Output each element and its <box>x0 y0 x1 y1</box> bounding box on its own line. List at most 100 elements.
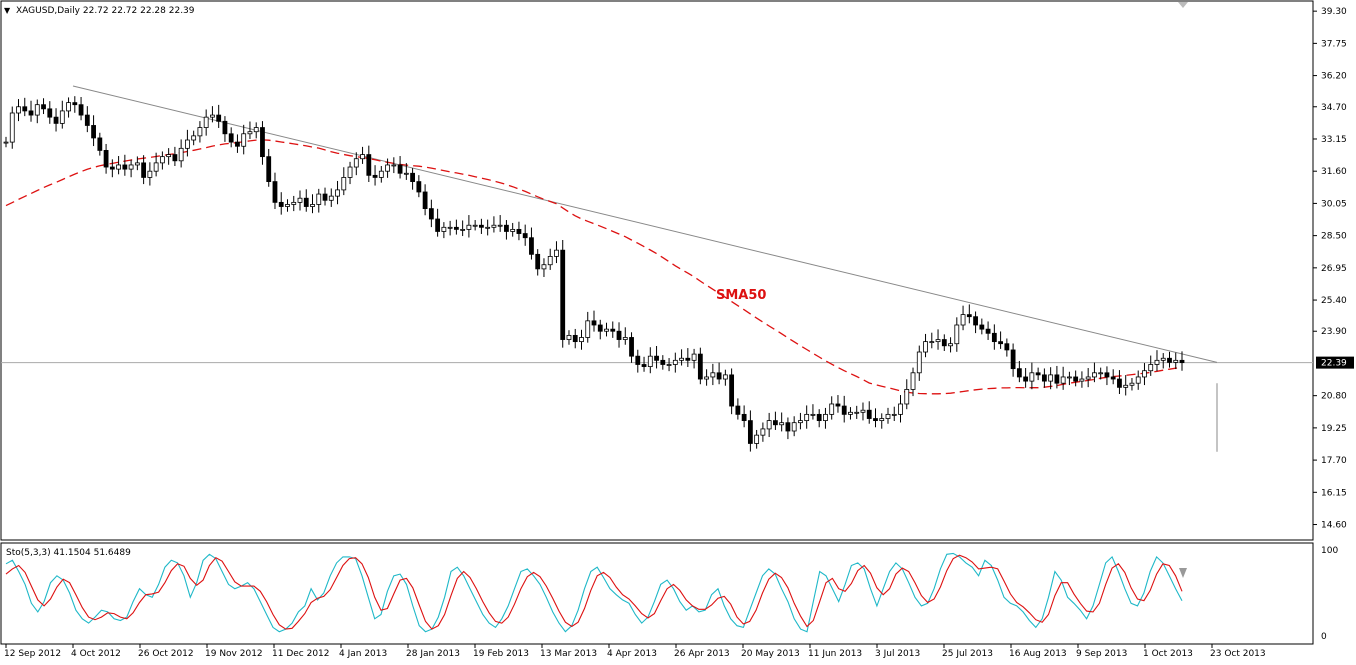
x-tick-label: 4 Apr 2013 <box>607 649 657 659</box>
x-tick-label: 12 Sep 2012 <box>4 649 61 659</box>
price-bar-body <box>479 224 484 228</box>
price-bar <box>53 108 59 132</box>
price-bar <box>1073 370 1079 387</box>
y-tick-label: 39.30 <box>1321 7 1347 17</box>
price-bar <box>297 190 303 211</box>
x-tick-label: 16 Aug 2013 <box>1009 649 1067 659</box>
price-bar <box>641 356 647 372</box>
y-tick-label: 33.15 <box>1321 135 1347 145</box>
price-bar <box>1023 368 1029 388</box>
price-bar-body <box>159 156 165 164</box>
price-bar <box>91 115 96 147</box>
price-bar <box>1179 351 1185 371</box>
price-bar-body <box>647 355 653 367</box>
price-bar-body <box>685 357 691 361</box>
main-layer <box>1 85 1313 452</box>
price-bar <box>66 97 71 118</box>
price-bar <box>791 416 797 437</box>
price-bar-body <box>697 353 703 380</box>
price-bar-body <box>128 164 134 170</box>
price-bar-body <box>191 135 197 141</box>
price-bar-body <box>116 164 121 170</box>
price-bar-body <box>1060 376 1066 384</box>
price-bar <box>303 189 309 212</box>
price-bar-body <box>1023 376 1029 382</box>
price-bar <box>566 330 572 345</box>
chart-menu-arrow-icon[interactable]: ▼ <box>4 6 11 15</box>
price-bar <box>497 215 503 232</box>
price-bar <box>929 332 935 349</box>
stochastic-signal-line <box>5 554 1183 630</box>
price-bar <box>216 104 222 128</box>
price-bar-body <box>710 372 716 378</box>
price-bar <box>560 239 566 348</box>
price-bar <box>985 321 991 340</box>
price-bar <box>798 412 803 430</box>
price-bar <box>722 369 728 386</box>
price-bar <box>141 155 147 185</box>
price-bar-body <box>554 249 559 257</box>
price-bar-body <box>848 411 853 415</box>
price-bar-body <box>1067 376 1072 379</box>
price-bar-body <box>1160 357 1166 361</box>
current-price-marker <box>1316 356 1354 369</box>
price-bar <box>360 146 365 164</box>
price-bar <box>979 318 985 335</box>
price-bar <box>966 304 972 324</box>
price-bar <box>622 327 628 345</box>
price-bar <box>804 405 810 429</box>
price-bar-body <box>560 249 566 340</box>
price-bar-body <box>22 106 28 112</box>
price-bar <box>147 162 153 186</box>
price-bar-body <box>497 224 503 227</box>
price-bar-body <box>991 332 997 343</box>
y-tick-label: 26.95 <box>1321 264 1347 274</box>
y-tick-label: 25.40 <box>1321 296 1347 306</box>
stochastic-main-line <box>5 552 1183 633</box>
price-bar-body <box>328 195 334 201</box>
stochastic-header: Sto(5,3,3) 41.1504 51.6489 <box>6 548 131 558</box>
price-bar-body <box>935 339 941 343</box>
price-bar-body <box>472 224 478 227</box>
price-bar-body <box>222 120 228 135</box>
price-bar-body <box>816 413 822 422</box>
price-bar-body <box>810 413 816 416</box>
price-bar <box>504 220 509 240</box>
price-bar <box>222 116 228 142</box>
price-bar <box>597 319 603 340</box>
price-bar-body <box>385 164 390 172</box>
price-bar-body <box>904 389 910 405</box>
price-bar-body <box>829 403 835 415</box>
price-bar <box>735 398 741 420</box>
x-tick-label: 9 Sep 2013 <box>1076 649 1127 659</box>
price-bar <box>841 395 847 423</box>
price-bar-body <box>72 102 78 106</box>
x-tick-label: 4 Oct 2012 <box>71 649 121 659</box>
price-bar <box>491 216 497 233</box>
price-bar <box>28 100 34 122</box>
y-tick-label: 20.80 <box>1321 392 1347 402</box>
price-bar <box>1104 366 1110 386</box>
price-bar <box>134 156 140 171</box>
stochastic-layer <box>5 552 1183 633</box>
price-bar-body <box>41 104 46 110</box>
price-bar-body <box>791 422 797 432</box>
x-tick-label: 19 Nov 2012 <box>205 649 263 659</box>
price-bar <box>34 99 40 124</box>
price-bar <box>328 188 334 207</box>
price-bar-body <box>522 233 528 239</box>
price-bar-body <box>1035 372 1041 376</box>
price-bar <box>1160 353 1166 369</box>
price-bar-body <box>722 374 728 380</box>
price-bar <box>253 122 259 139</box>
price-bar-body <box>403 172 409 175</box>
price-bar-body <box>485 226 491 229</box>
price-bar-body <box>166 154 172 158</box>
price-bar <box>1060 366 1066 390</box>
price-bar-body <box>1092 372 1097 378</box>
price-bar <box>754 429 760 449</box>
price-bar <box>773 411 778 430</box>
price-bar-body <box>541 264 547 270</box>
